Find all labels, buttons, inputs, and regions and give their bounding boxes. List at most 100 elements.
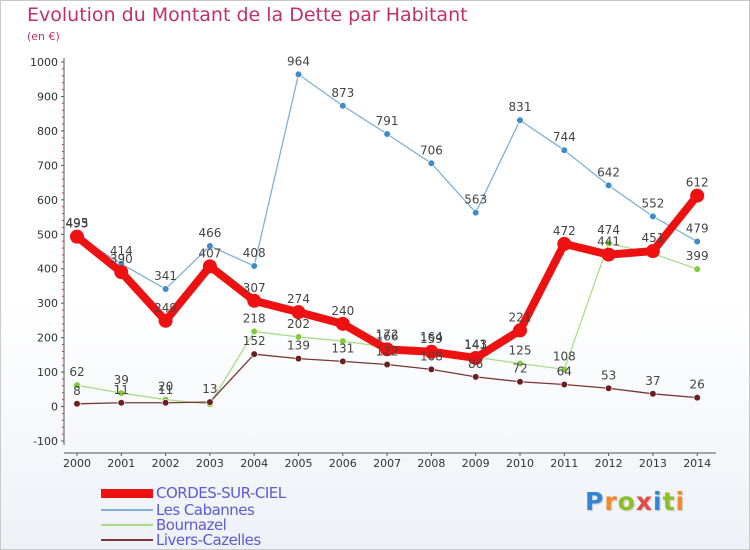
chart-subtitle: (en €) [27,30,60,43]
data-point [693,393,701,402]
data-label: 218 [243,311,266,325]
y-tick-label: 400 [37,263,58,276]
data-point [645,244,660,259]
data-point [472,373,480,381]
y-tick-label: 1000 [30,56,58,69]
x-tick-label: 2008 [417,457,445,470]
data-point [73,381,81,389]
x-tick-label: 2013 [639,457,667,470]
data-label: 441 [597,235,620,249]
data-label: 493 [66,217,89,231]
legend-label-les-cabannes: Les Cabannes [156,501,255,519]
data-point [693,265,701,273]
data-label: 125 [509,343,532,357]
data-point [206,398,214,406]
data-point [604,384,613,392]
legend-label-bournazel: Bournazel [156,516,227,534]
data-point [162,399,170,407]
legend-item-les-cabannes: Les Cabannes [101,501,401,519]
x-tick-label: 2001 [107,457,135,470]
logo-letter: i [675,487,686,516]
data-point [70,229,84,244]
data-point [513,323,527,338]
y-tick-label: 900 [37,90,58,103]
data-label: 451 [641,231,664,245]
data-point [294,70,303,79]
data-label: 479 [686,222,709,236]
data-point [516,378,524,386]
legend-item-cordes: CORDES-SUR-CIEL [101,484,401,502]
data-label: 86 [468,357,483,371]
data-point [424,344,439,359]
data-label: 26 [690,378,705,392]
data-point [649,390,657,398]
data-point [339,337,347,345]
data-point [335,316,350,331]
data-point [250,262,258,270]
logo-letter: r [604,487,618,516]
legend-swatch-bournazel [101,524,153,526]
legend-swatch-livers-cazelles [101,539,153,541]
x-tick-label: 2009 [462,457,490,470]
data-label: 472 [553,224,576,238]
data-label: 873 [331,86,354,100]
data-point [427,159,436,167]
data-point [117,389,125,397]
x-tick-label: 2003 [196,457,224,470]
data-label: 831 [509,100,532,114]
y-tick-label: 100 [37,366,58,379]
logo-letter: o [617,487,636,516]
data-label: 407 [198,246,221,260]
data-label: 131 [331,341,354,355]
data-label: 408 [243,246,266,260]
y-tick-label: 600 [37,194,58,207]
data-point [468,350,483,365]
data-point [560,380,568,389]
data-point [202,259,217,274]
data-label: 108 [420,349,443,363]
data-point [250,327,258,336]
data-label: 744 [553,130,576,144]
data-point [250,350,258,358]
data-label: 172 [376,327,399,341]
data-label: 612 [686,176,709,190]
data-label: 249 [154,301,177,315]
y-tick-label: 800 [37,125,58,138]
x-tick-label: 2005 [285,457,313,470]
y-tick-label: 300 [37,297,58,310]
data-point [649,212,657,220]
data-point [291,305,306,320]
x-tick-label: 2014 [683,457,711,470]
data-label: 13 [202,382,217,396]
data-point [380,342,395,357]
data-label: 11 [158,383,173,397]
data-label: 159 [420,332,443,346]
data-label: 108 [553,349,576,363]
logo-letter: t [662,487,676,516]
data-point [158,313,173,328]
data-label: 474 [597,223,620,237]
data-label: 39 [114,373,129,387]
data-point [73,400,81,408]
data-label: 341 [154,269,177,283]
x-tick-label: 2011 [550,457,578,470]
data-label: 552 [641,196,664,210]
data-point [427,365,436,373]
y-tick-label: 700 [37,159,58,172]
data-point [601,247,616,262]
y-tick-label: 0 [51,401,58,414]
data-label: 307 [243,281,266,295]
y-tick-label: 200 [37,332,58,345]
data-point [294,333,303,341]
x-tick-label: 2006 [329,457,357,470]
data-point [604,239,613,247]
data-label: 164 [420,330,443,344]
data-label: 399 [686,249,709,263]
x-tick-label: 2002 [152,457,180,470]
legend-swatch-les-cabannes [101,509,153,511]
data-point [247,293,262,308]
data-point [162,285,170,293]
data-label: 139 [287,339,310,353]
